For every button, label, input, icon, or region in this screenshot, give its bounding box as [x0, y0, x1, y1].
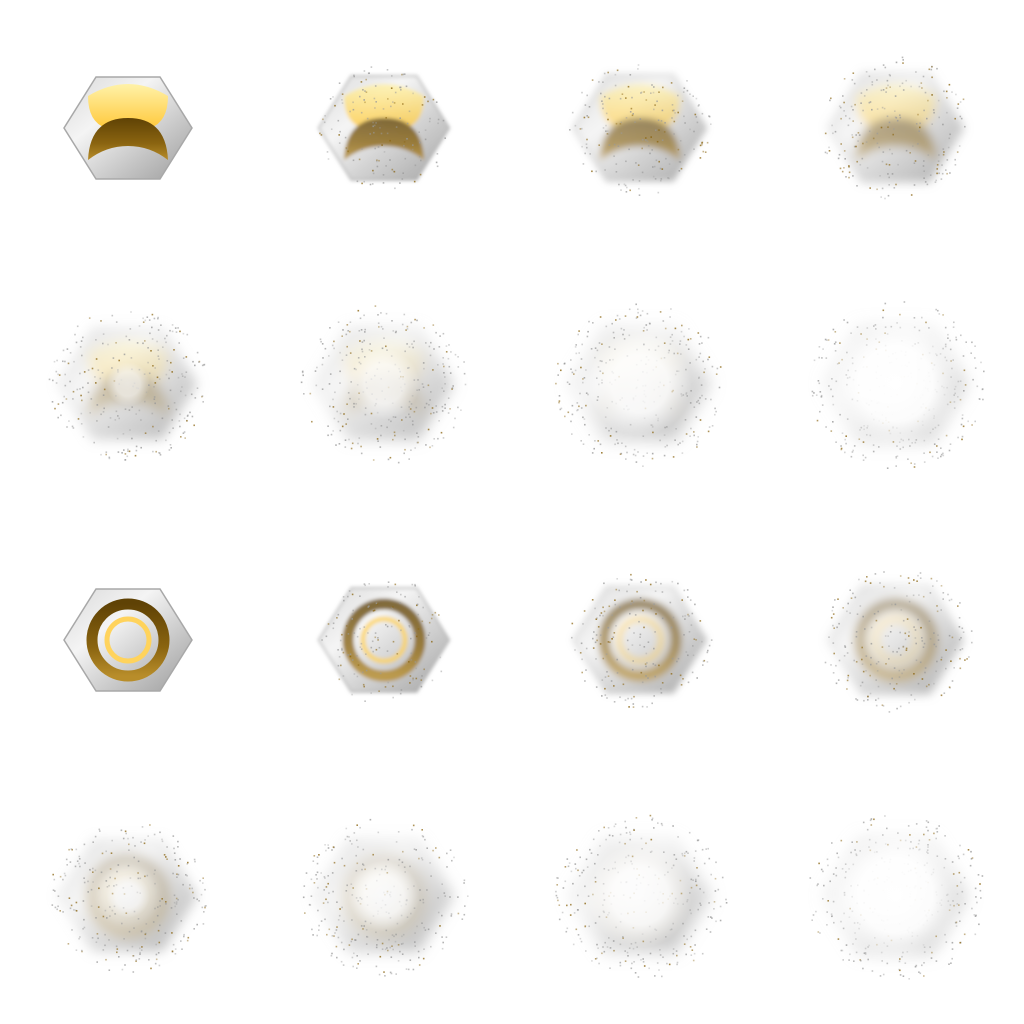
- center-glow: [348, 348, 420, 420]
- crescent-emblem-dissolve-frame-1: [0, 0, 256, 256]
- sprite-frame-graphic: [63, 588, 193, 692]
- center-glow: [828, 828, 964, 964]
- hex-emblem: [317, 75, 451, 181]
- ring-emblem-dissolve-frame-5: [0, 768, 256, 1024]
- crescent-emblem-dissolve-frame-7: [512, 256, 768, 512]
- sprite-frame-graphic: [48, 311, 206, 461]
- center-glow: [348, 860, 420, 932]
- dissolve-particles: [319, 66, 446, 190]
- hex-emblem: [317, 587, 451, 693]
- sprite-frame-graphic: [63, 76, 193, 180]
- center-glow: [588, 332, 692, 436]
- sprite-frame-graphic: [317, 581, 451, 702]
- center-glow: [828, 316, 964, 452]
- hex-emblem: [63, 76, 193, 180]
- dissolve-particles: [51, 824, 207, 973]
- crescent-icon: [856, 84, 936, 160]
- ring-emblem-dissolve-frame-6: [256, 768, 512, 1024]
- crescent-icon: [344, 84, 424, 160]
- dissolve-particles: [824, 571, 973, 713]
- hex-emblem: [63, 588, 193, 692]
- sprite-frame-graphic: [555, 303, 722, 467]
- center-glow: [105, 361, 151, 407]
- ring-emblem-dissolve-frame-4: [768, 512, 1024, 768]
- crescent-emblem-dissolve-frame-2: [256, 0, 512, 256]
- hex-emblem: [572, 74, 708, 182]
- crescent-icon: [88, 84, 168, 160]
- ring-emblem-dissolve-frame-1: [0, 512, 256, 768]
- hex-emblem: [828, 73, 964, 183]
- hex-nut-shape: [317, 587, 451, 693]
- ring-emblem-dissolve-frame-8: [768, 768, 1024, 1024]
- sprite-frame-graphic: [571, 573, 713, 708]
- sprite-frame-graphic: [809, 815, 984, 980]
- sprite-frame-graphic: [300, 305, 467, 464]
- ring-icon: [598, 598, 682, 682]
- crescent-emblem-dissolve-frame-5: [0, 256, 256, 512]
- sprite-frame-graphic: [811, 301, 985, 469]
- dissolve-particles: [824, 56, 966, 200]
- ring-emblem-dissolve-frame-3: [512, 512, 768, 768]
- sprite-frame-graphic: [302, 818, 469, 977]
- hex-nut-shape: [828, 585, 964, 695]
- dissolve-particles: [569, 64, 712, 196]
- crescent-emblem-dissolve-frame-3: [512, 0, 768, 256]
- sprite-frame-graphic: [555, 814, 728, 978]
- dissolve-particles: [48, 311, 206, 461]
- ring-icon: [86, 598, 170, 682]
- crescent-emblem-dissolve-frame-6: [256, 256, 512, 512]
- dissolve-particles: [321, 581, 443, 702]
- ring-emblem-dissolve-frame-2: [256, 512, 512, 768]
- sprite-frame-graphic: [317, 66, 451, 190]
- dissolve-particles: [571, 573, 713, 708]
- hex-nut-shape: [572, 586, 708, 694]
- ring-icon: [342, 598, 426, 682]
- hex-emblem: [828, 585, 964, 695]
- crescent-emblem-dissolve-frame-4: [768, 0, 1024, 256]
- center-glow: [588, 844, 692, 948]
- hex-emblem: [572, 586, 708, 694]
- sprite-frame-graphic: [569, 64, 712, 196]
- ring-emblem-dissolve-frame-7: [512, 768, 768, 1024]
- crescent-icon: [600, 84, 680, 160]
- sprite-frame-graphic: [824, 56, 966, 200]
- center-glow: [105, 873, 151, 919]
- sprite-frame-graphic: [824, 571, 973, 713]
- crescent-emblem-dissolve-frame-8: [768, 256, 1024, 512]
- sprite-frame-graphic: [51, 824, 207, 973]
